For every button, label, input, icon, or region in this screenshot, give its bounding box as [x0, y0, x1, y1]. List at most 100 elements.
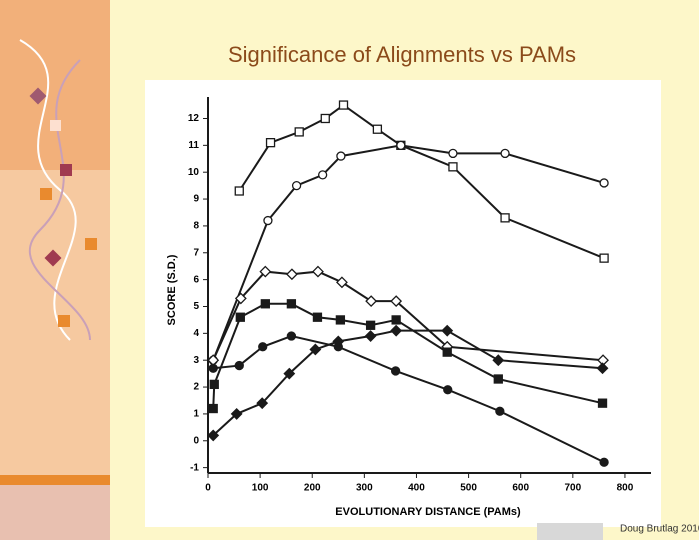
point	[318, 170, 328, 180]
x-axis-label: EVOLUTIONARY DISTANCE (PAMs)	[335, 506, 521, 518]
decor-diamond	[29, 87, 47, 105]
point	[390, 324, 403, 337]
point	[390, 295, 403, 308]
y-tick-label: 12	[188, 113, 200, 124]
point	[208, 363, 218, 373]
decor-curve	[29, 59, 91, 341]
y-tick-label: 2	[193, 382, 199, 393]
x-tick-label: 600	[512, 483, 529, 494]
point	[365, 320, 376, 330]
point	[312, 265, 324, 278]
x-tick-label: 500	[460, 483, 477, 494]
point	[372, 124, 383, 134]
y-tick-label: 3	[193, 355, 199, 366]
point	[336, 151, 346, 161]
x-tick-label: 0	[205, 483, 211, 494]
y-tick-label: -1	[190, 462, 199, 473]
decor-square	[85, 238, 97, 250]
point	[286, 299, 297, 309]
point	[599, 178, 609, 188]
point	[500, 213, 510, 223]
point	[335, 315, 346, 325]
point	[443, 385, 453, 395]
point	[336, 276, 348, 289]
x-tick-label: 800	[617, 483, 634, 494]
point	[338, 100, 349, 110]
decor-square	[50, 120, 61, 131]
point	[391, 315, 401, 325]
point	[442, 347, 452, 357]
footer: Doug Brutlag 2010	[620, 524, 699, 535]
point	[492, 354, 505, 367]
point	[365, 295, 378, 308]
x-tick-label: 200	[304, 483, 321, 494]
y-tick-label: 6	[193, 274, 199, 285]
point	[234, 186, 244, 196]
point	[320, 113, 330, 124]
y-tick-label: 9	[193, 194, 199, 205]
point	[448, 148, 458, 159]
point	[493, 374, 503, 384]
decor-square	[60, 164, 72, 176]
side-pattern	[0, 485, 110, 540]
point	[596, 362, 609, 375]
point	[599, 253, 609, 263]
x-tick-label: 100	[252, 483, 269, 494]
point	[364, 330, 377, 342]
point	[208, 403, 218, 414]
point	[390, 366, 401, 376]
x-tick-label: 400	[408, 483, 425, 494]
license-badge	[537, 523, 603, 540]
y-tick-label: 8	[193, 221, 199, 232]
point	[207, 429, 220, 442]
point	[448, 162, 458, 172]
point	[291, 180, 302, 191]
y-tick-label: 11	[188, 140, 199, 151]
point	[597, 398, 608, 408]
trend-line	[212, 302, 603, 409]
y-tick-label: 0	[193, 435, 199, 446]
point	[258, 342, 268, 352]
y-tick-label: 5	[193, 301, 199, 312]
y-tick-label: 7	[193, 247, 199, 258]
y-axis-label: SCORE (S.D.)	[166, 254, 178, 325]
decor-square	[40, 188, 52, 200]
point	[230, 407, 243, 420]
point	[234, 292, 247, 305]
side-band	[0, 475, 110, 485]
point	[396, 140, 406, 150]
point	[441, 324, 454, 337]
x-tick-label: 300	[356, 483, 373, 494]
point	[286, 331, 297, 341]
point	[234, 360, 244, 371]
point	[265, 138, 276, 148]
point	[599, 457, 609, 467]
x-tick-label: 700	[564, 483, 581, 494]
point	[256, 397, 269, 410]
trend-line	[238, 103, 605, 260]
y-tick-label: 4	[193, 328, 199, 339]
point	[260, 299, 270, 309]
point	[283, 367, 296, 380]
y-tick-label: 1	[193, 409, 199, 420]
point	[259, 265, 272, 278]
side-strip-top	[0, 0, 110, 170]
point	[294, 127, 304, 137]
decor-square	[58, 315, 70, 327]
point	[235, 312, 245, 322]
point	[285, 268, 298, 281]
point	[500, 148, 510, 159]
point	[332, 335, 345, 348]
y-tick-label: 10	[188, 167, 200, 178]
plot-background	[145, 80, 661, 527]
point	[209, 379, 219, 390]
point	[495, 406, 505, 416]
chart-title: Significance of Alignments vs PAMs	[228, 42, 576, 67]
point	[309, 343, 322, 356]
decor-curve	[19, 39, 77, 341]
point	[312, 312, 323, 322]
trend-line	[212, 270, 604, 362]
point	[263, 215, 273, 226]
